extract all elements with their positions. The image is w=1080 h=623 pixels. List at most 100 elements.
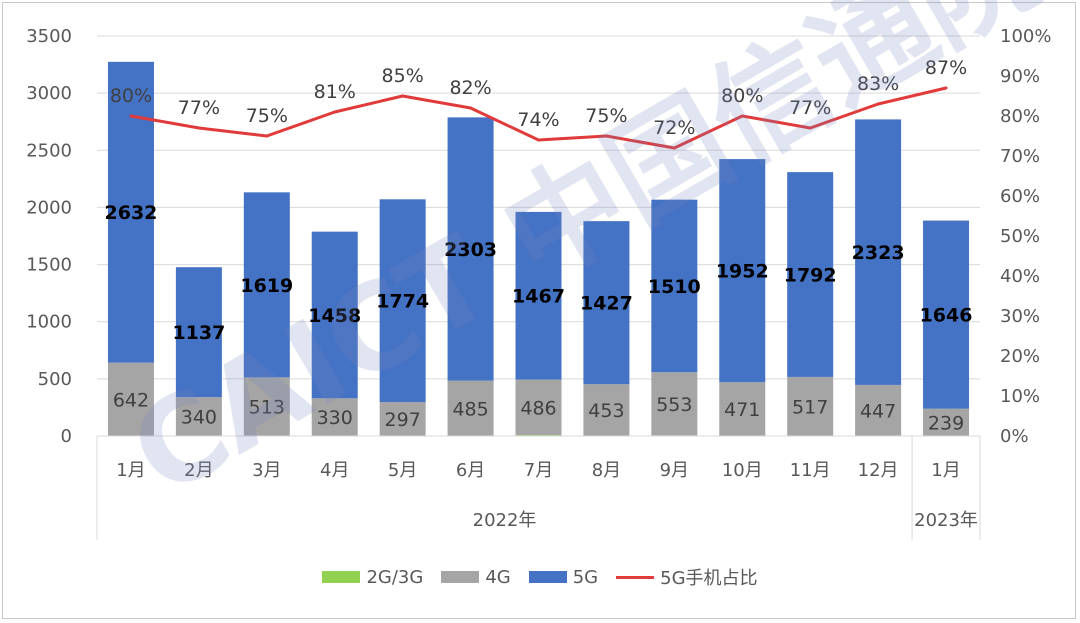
x-axis: 1月 2月 3月 4月 5月 6月 7月 8月 9月 10月 11月 12月 1月 2022年 2023年 — [96, 435, 981, 540]
data-label-4g: 553 — [656, 394, 692, 416]
data-label-5g: 1467 — [512, 286, 565, 308]
bar-4g-8 — [651, 372, 698, 436]
legend-item-2g3g: 2G/3G — [322, 567, 423, 588]
data-label-percent: 81% — [314, 81, 356, 103]
bar-5g-8 — [651, 199, 698, 373]
data-label-5g: 1646 — [920, 305, 973, 327]
right-tick-label: 20% — [1000, 346, 1040, 367]
category-label: 10月 — [722, 460, 763, 481]
data-label-5g: 1774 — [376, 291, 429, 313]
bar-5g-0 — [107, 61, 154, 363]
bar-4g-9 — [719, 382, 766, 436]
data-label-4g: 330 — [317, 407, 353, 429]
right-tick-label: 50% — [1000, 226, 1040, 247]
percent-point — [129, 114, 133, 118]
data-label-5g: 1619 — [240, 275, 293, 297]
left-tick-label: 2500 — [26, 140, 72, 161]
category-label: 8月 — [592, 460, 621, 481]
data-label-percent: 85% — [382, 65, 424, 87]
category-label: 1月 — [931, 460, 960, 481]
right-tick-label: 100% — [1000, 26, 1051, 47]
bar-4g-2 — [243, 377, 290, 436]
legend-label-2g3g: 2G/3G — [366, 566, 424, 588]
data-label-percent: 75% — [585, 105, 627, 127]
bar-4g-5 — [447, 380, 494, 436]
right-tick-label: 70% — [1000, 146, 1040, 167]
bar-5g-11 — [855, 119, 902, 385]
data-label-4g: 485 — [452, 398, 488, 420]
bar-5g-6 — [515, 211, 562, 380]
left-tick-label: 3000 — [26, 83, 72, 104]
data-label-percent: 82% — [449, 77, 491, 99]
category-label: 11月 — [790, 460, 831, 481]
group-label: 2023年 — [914, 510, 978, 531]
data-label-5g: 1458 — [308, 305, 361, 327]
data-label-percent: 87% — [925, 57, 967, 79]
category-label: 3月 — [252, 460, 281, 481]
data-label-4g: 297 — [385, 409, 421, 431]
percent-point — [197, 126, 201, 130]
category-label: 6月 — [456, 460, 485, 481]
bar-4g-10 — [787, 376, 834, 436]
bar-4g-12 — [923, 408, 970, 436]
data-label-4g: 447 — [860, 400, 896, 422]
data-label-percent: 80% — [721, 85, 763, 107]
legend-swatch-5g-share — [616, 575, 655, 579]
legend-swatch-2g3g — [322, 571, 361, 583]
bar-5g-4 — [379, 199, 426, 403]
data-label-percent: 83% — [857, 73, 899, 95]
percent-point — [401, 94, 405, 98]
right-tick-label: 90% — [1000, 66, 1040, 87]
percent-point — [672, 146, 676, 150]
right-tick-label: 40% — [1000, 266, 1040, 287]
right-tick-label: 60% — [1000, 186, 1040, 207]
bar-5g-2 — [243, 192, 290, 378]
data-labels: 642 2632 340 1137 513 1619 330 1458 297 1774 485 23… — [105, 57, 973, 434]
data-label-4g: 517 — [792, 396, 828, 418]
data-label-5g: 1427 — [580, 293, 633, 315]
right-tick-label: 10% — [1000, 386, 1040, 407]
data-label-4g: 453 — [588, 400, 624, 422]
data-label-4g: 642 — [113, 389, 149, 411]
data-label-percent: 80% — [110, 85, 152, 107]
percent-point — [265, 134, 269, 138]
left-tick-label: 1000 — [26, 312, 72, 333]
percent-point — [604, 134, 608, 138]
percent-line — [129, 86, 948, 150]
bar-4g-4 — [379, 402, 426, 436]
data-label-4g: 471 — [724, 399, 760, 421]
percent-point — [876, 102, 880, 106]
data-label-5g: 1137 — [172, 322, 225, 344]
legend-item-5g-share: 5G手机占比 — [616, 564, 758, 590]
category-label: 4月 — [320, 460, 349, 481]
percent-point — [808, 126, 812, 130]
category-label: 7月 — [524, 460, 553, 481]
category-label: 9月 — [660, 460, 689, 481]
bar-4g-3 — [311, 398, 358, 436]
bar-5g-5 — [447, 117, 494, 381]
bar-4g-6 — [515, 379, 562, 436]
bar-5g-3 — [311, 231, 358, 399]
data-label-4g: 340 — [181, 407, 217, 429]
right-tick-label: 30% — [1000, 306, 1040, 327]
legend-item-5g: 5G — [528, 566, 599, 588]
legend-label-5g: 5G — [572, 566, 599, 588]
data-label-percent: 74% — [517, 109, 559, 131]
percent-point — [469, 106, 473, 110]
category-label: 12月 — [858, 460, 899, 481]
category-label: 1月 — [116, 460, 145, 481]
bar-5g-1 — [175, 267, 222, 398]
data-label-4g: 486 — [520, 397, 556, 419]
data-label-percent: 72% — [653, 117, 695, 139]
left-tick-label: 0 — [61, 426, 72, 447]
data-label-percent: 75% — [246, 105, 288, 127]
data-label-percent: 77% — [789, 97, 831, 119]
data-label-5g: 2632 — [105, 202, 158, 224]
bar-5g-10 — [787, 172, 834, 377]
legend-label-4g: 4G — [485, 566, 511, 588]
bar-4g-1 — [175, 397, 222, 436]
data-label-4g: 239 — [928, 412, 964, 434]
bars — [107, 61, 970, 436]
data-label-5g: 1952 — [716, 261, 769, 283]
